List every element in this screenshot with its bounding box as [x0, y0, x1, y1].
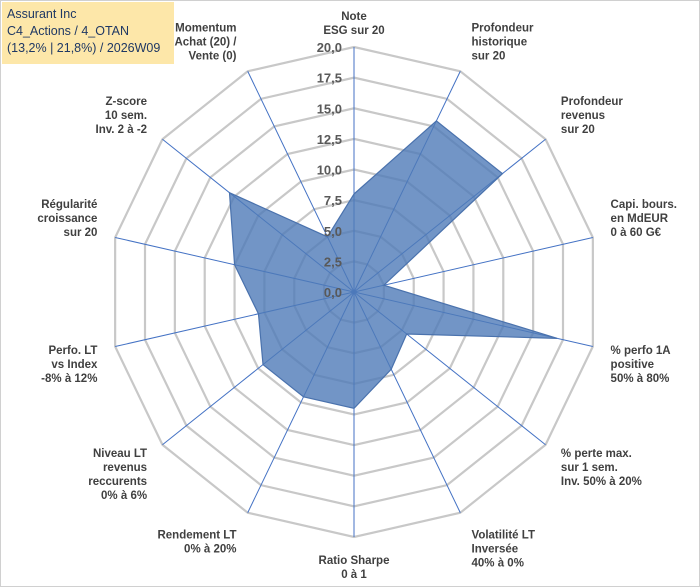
series-area	[228, 120, 558, 410]
title-category: C4_Actions / 4_OTAN	[7, 24, 130, 38]
axis-label-line: croissance	[37, 213, 97, 225]
tick-label: 15,0	[317, 101, 342, 116]
axis-label-line: Inv. 2 à -2	[96, 124, 148, 136]
axis-label: Profondeur revenus sur 20	[561, 96, 623, 136]
tick-label: 12,5	[317, 132, 342, 147]
axis-label: % perte max. sur 1 sem. Inv. 50% à 20%	[561, 448, 642, 488]
axis-label-line: 40% à 0%	[472, 558, 524, 570]
axis-label-line: sur 20	[64, 227, 98, 239]
tick-label: 17,5	[317, 71, 342, 86]
axis-label-line: Rendement LT	[157, 530, 236, 542]
axis-label: Momentum Achat (20) / Vente (0)	[174, 22, 237, 62]
axis-label-line: Inv. 50% à 20%	[561, 476, 642, 488]
axis-label: Niveau LT revenus reccurents 0% à 6%	[88, 448, 147, 502]
axis-label-line: 0% à 20%	[184, 544, 236, 556]
axis-label-line: Vente (0)	[189, 50, 237, 62]
axis-label-line: Inversée	[472, 544, 519, 556]
axis-label-line: en MdEUR	[611, 213, 669, 225]
axis-label-line: Profondeur	[472, 22, 534, 34]
tick-label: 20,0	[317, 40, 342, 55]
axis-label-line: Perfo. LT	[48, 345, 97, 357]
axis-label-line: -8% à 12%	[41, 373, 97, 385]
axis-label: Régularité croissance sur 20	[37, 199, 97, 239]
axis-label-line: 50% à 80%	[611, 373, 670, 385]
axis-label-line: Capi. bours.	[611, 199, 677, 211]
axis-label-line: 0% à 6%	[101, 490, 147, 502]
tick-label: 2,5	[324, 254, 342, 269]
axis-label: Rendement LT 0% à 20%	[157, 530, 236, 556]
axis-label-line: reccurents	[88, 476, 147, 488]
axis-label-line: ESG sur 20	[323, 25, 384, 37]
axis-label-line: positive	[611, 359, 654, 371]
tick-label: 0,0	[324, 285, 342, 300]
axis-label: Capi. bours. en MdEUR 0 à 60 G€	[611, 199, 677, 239]
axis-label-line: % perte max.	[561, 448, 632, 460]
axis-label: Profondeur historique sur 20	[472, 22, 534, 62]
axis-label-line: sur 20	[561, 124, 595, 136]
axis-label-line: Niveau LT	[93, 448, 147, 460]
axis-label-line: 10 sem.	[105, 110, 147, 122]
axis-label-line: revenus	[561, 110, 605, 122]
axis-label-line: Momentum	[175, 22, 236, 34]
axis-label-line: vs Index	[51, 359, 98, 371]
axis-label-line: Volatilité LT	[472, 530, 535, 542]
axis-label: Ratio Sharpe 0 à 1	[319, 555, 390, 581]
tick-label: 10,0	[317, 163, 342, 178]
tick-label: 5,0	[324, 224, 342, 239]
axis-label-line: historique	[472, 36, 528, 48]
axis-label-line: Achat (20) /	[174, 36, 237, 48]
title-stats: (13,2% | 21,8%) / 2026W09	[7, 41, 161, 55]
axis-label-line: sur 1 sem.	[561, 462, 618, 474]
title-company: Assurant Inc	[7, 7, 77, 21]
tick-label: 7,5	[324, 193, 342, 208]
axis-label: % perfo 1A positive 50% à 80%	[611, 345, 671, 385]
axis-label: Perfo. LT vs Index -8% à 12%	[41, 345, 98, 385]
axis-label-line: Profondeur	[561, 96, 623, 108]
axis-label-line: Z-score	[106, 96, 148, 108]
axis-label: Volatilité LT Inversée 40% à 0%	[472, 530, 535, 570]
axis-label-line: Ratio Sharpe	[319, 555, 390, 567]
axis-spoke	[353, 236, 593, 293]
axis-label-line: revenus	[103, 462, 147, 474]
axis-label-line: Régularité	[41, 199, 97, 211]
axis-label-line: % perfo 1A	[611, 345, 671, 357]
axis-label-line: 0 à 60 G€	[611, 227, 662, 239]
axis-label: Note ESG sur 20	[323, 11, 384, 37]
axis-label-line: Note	[341, 11, 367, 23]
axis-label: Z-score 10 sem. Inv. 2 à -2	[96, 96, 148, 136]
chart-title-box: Assurant Inc C4_Actions / 4_OTAN (13,2% …	[2, 2, 174, 64]
axis-label-line: sur 20	[472, 50, 506, 62]
axis-label-line: 0 à 1	[341, 569, 367, 581]
